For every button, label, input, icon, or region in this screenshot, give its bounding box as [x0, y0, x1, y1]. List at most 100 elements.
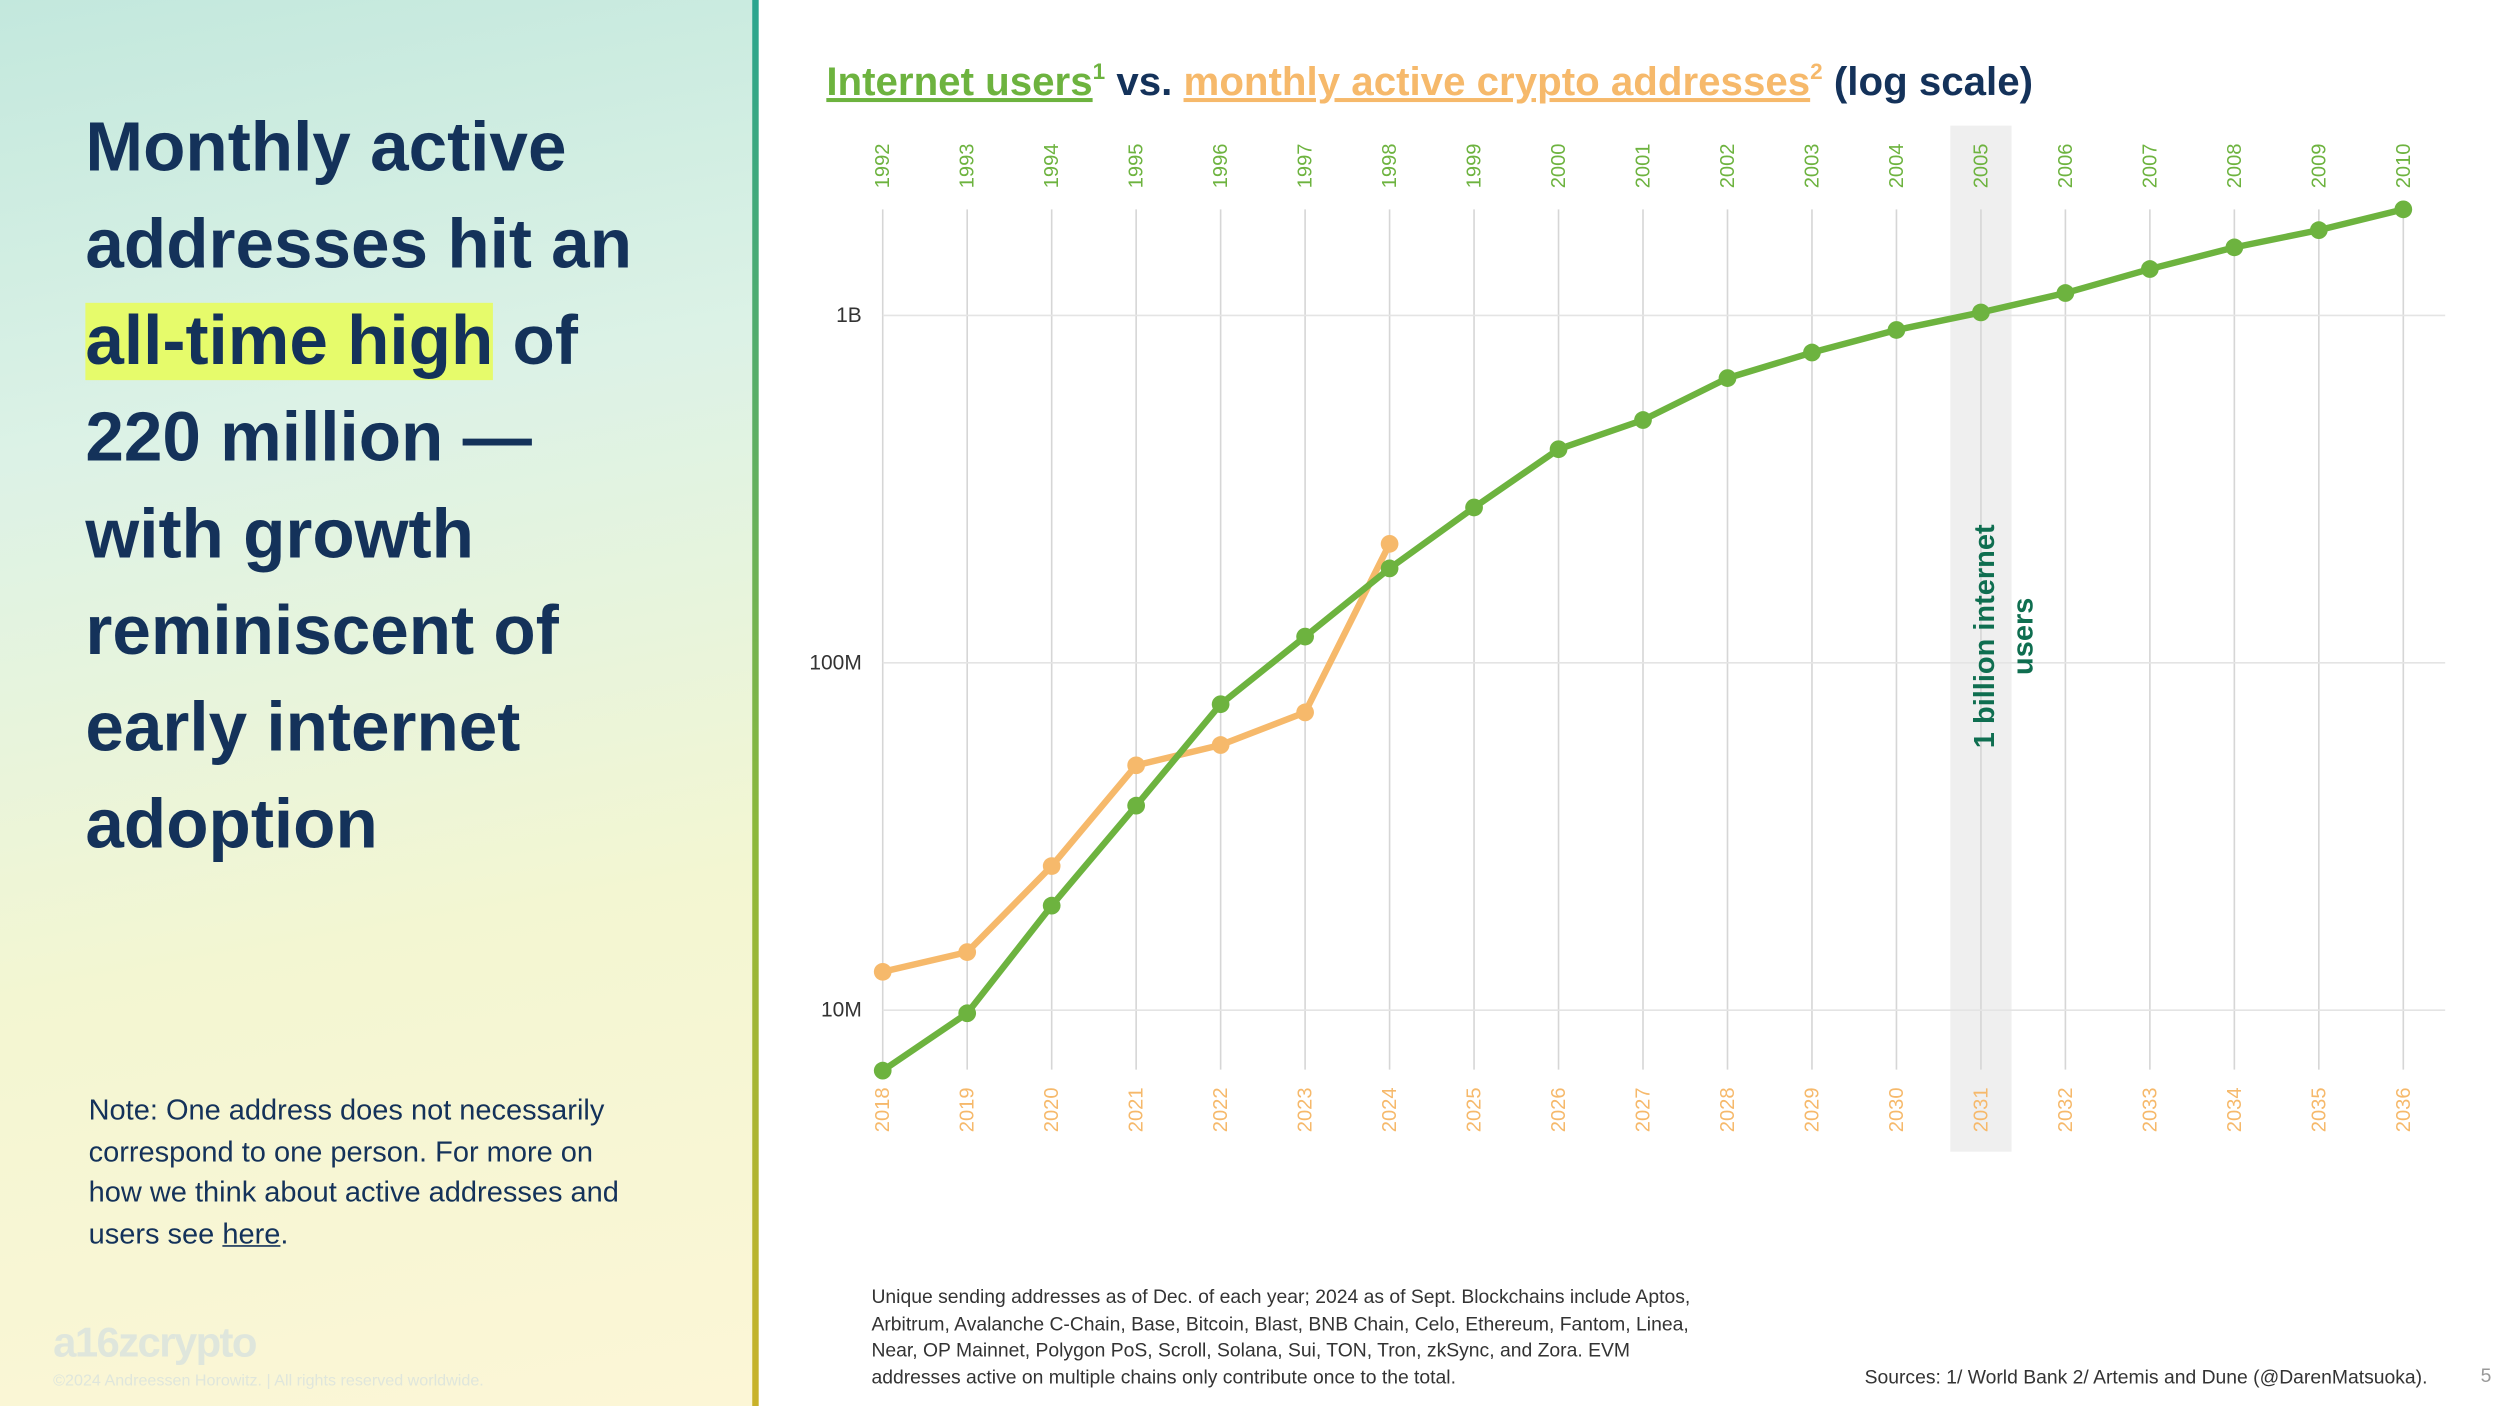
- title-part: Internet users: [826, 59, 1092, 104]
- data-point: [1211, 695, 1230, 714]
- x-tick-label-top: 2005: [1970, 144, 1992, 189]
- x-tick-label-bottom: 2032: [2055, 1087, 2077, 1132]
- data-point: [1972, 303, 1990, 322]
- data-point: [1296, 627, 1314, 646]
- data-point: [873, 1061, 892, 1080]
- x-tick-label-top: 1994: [1041, 144, 1063, 189]
- x-tick-label-bottom: 2026: [1548, 1087, 1570, 1132]
- data-point: [1296, 703, 1314, 722]
- note-end: .: [280, 1216, 289, 1250]
- data-point: [1549, 440, 1568, 459]
- data-point: [873, 962, 892, 981]
- sources: Sources: 1/ World Bank 2/ Artemis and Du…: [1864, 1365, 2428, 1389]
- x-tick-label-bottom: 2031: [1970, 1087, 1992, 1132]
- x-tick-label-top: 2004: [1886, 144, 1908, 189]
- data-point: [2309, 221, 2328, 239]
- x-tick-label-top: 2003: [1801, 144, 1823, 189]
- data-point: [1042, 896, 1061, 915]
- x-tick-label-bottom: 2035: [2308, 1087, 2330, 1132]
- note: Note: One address does not necessarily c…: [89, 1091, 645, 1255]
- annotation: users: [2007, 598, 2039, 675]
- chart-title: Internet users1 vs. monthly active crypt…: [826, 59, 2033, 104]
- x-tick-label-bottom: 2020: [1041, 1087, 1063, 1132]
- headline: Monthly active addresses hit an all-time…: [85, 100, 632, 873]
- headline-text: of: [512, 302, 578, 381]
- x-tick-label-bottom: 2019: [957, 1087, 979, 1132]
- y-tick-label: 100M: [809, 651, 861, 674]
- headline-line: with growth: [85, 496, 474, 574]
- x-tick-label-bottom: 2034: [2224, 1087, 2246, 1132]
- x-tick-label-bottom: 2023: [1295, 1087, 1317, 1132]
- headline-line: early internet: [85, 689, 521, 767]
- x-tick-label-bottom: 2030: [1886, 1087, 1908, 1132]
- headline-line: 220 million —: [85, 399, 532, 477]
- x-tick-label-bottom: 2033: [2139, 1087, 2161, 1132]
- x-tick-label-bottom: 2025: [1464, 1087, 1486, 1132]
- data-point: [1634, 411, 1652, 429]
- superscript: 2: [1810, 59, 1823, 84]
- x-tick-label-bottom: 2028: [1717, 1087, 1739, 1132]
- data-point: [1042, 857, 1061, 875]
- data-point: [1127, 756, 1146, 775]
- x-tick-label-bottom: 2027: [1632, 1087, 1654, 1132]
- headline-line: all-time high of: [85, 293, 632, 390]
- data-point: [1465, 498, 1483, 517]
- x-tick-label-top: 2007: [2139, 144, 2161, 189]
- data-point: [2056, 284, 2075, 302]
- x-tick-label-top: 1992: [872, 144, 894, 189]
- x-tick-label-bottom: 2022: [1210, 1087, 1232, 1132]
- footnote: Unique sending addresses as of Dec. of e…: [871, 1285, 1691, 1389]
- data-point: [1127, 796, 1146, 815]
- x-tick-label-bottom: 2024: [1379, 1087, 1401, 1132]
- x-tick-label-top: 2006: [2055, 144, 2077, 189]
- headline-line: adoption: [85, 786, 378, 864]
- data-point: [1718, 369, 1737, 387]
- data-point: [1211, 736, 1230, 754]
- logo: a16zcrypto: [53, 1317, 257, 1366]
- x-tick-label-bottom: 2018: [872, 1087, 894, 1132]
- x-tick-label-bottom: 2036: [2393, 1087, 2415, 1132]
- x-tick-label-top: 2001: [1632, 144, 1654, 189]
- data-point: [1887, 321, 1906, 339]
- x-tick-label-top: 1996: [1210, 144, 1232, 189]
- x-tick-label-top: 2008: [2224, 144, 2246, 189]
- x-tick-label-top: 2010: [2393, 144, 2415, 189]
- highlight: all-time high: [85, 302, 494, 381]
- x-tick-label-top: 1995: [1126, 144, 1148, 189]
- data-point: [2225, 238, 2244, 257]
- y-tick-label: 1B: [836, 304, 862, 327]
- headline-line: reminiscent of: [85, 592, 559, 671]
- data-point: [958, 943, 977, 961]
- x-tick-label-top: 1999: [1464, 144, 1486, 189]
- left-panel: [0, 0, 754, 1406]
- x-tick-label-bottom: 2021: [1126, 1087, 1148, 1132]
- link[interactable]: here: [222, 1216, 281, 1250]
- data-point: [1803, 343, 1821, 362]
- divider: [752, 0, 759, 1406]
- y-tick-label: 10M: [821, 999, 862, 1022]
- copyright: ©2024 Andreessen Horowitz. | All rights …: [53, 1372, 484, 1391]
- x-tick-label-bottom: 2029: [1801, 1087, 1823, 1132]
- title-part: (log scale): [1823, 59, 2033, 104]
- x-tick-label-top: 1993: [957, 144, 979, 189]
- x-tick-label-top: 2009: [2308, 144, 2330, 189]
- data-point: [1380, 535, 1399, 553]
- title-part: vs.: [1105, 59, 1183, 104]
- data-point: [2394, 200, 2413, 219]
- headline-line: Monthly active: [85, 109, 567, 187]
- data-point: [2141, 260, 2159, 278]
- x-tick-label-top: 1997: [1295, 144, 1317, 189]
- x-tick-label-top: 1998: [1379, 144, 1401, 189]
- annotation: 1 billion internet: [1969, 524, 2001, 748]
- data-point: [958, 1004, 977, 1023]
- superscript: 1: [1093, 59, 1106, 84]
- x-tick-label-top: 2002: [1717, 144, 1739, 189]
- title-part: monthly active crypto addresses: [1184, 59, 1811, 104]
- note-text: Note: One address does not necessarily c…: [88, 1093, 619, 1250]
- x-tick-label-top: 2000: [1548, 144, 1570, 189]
- headline-line: addresses hit an: [85, 206, 633, 284]
- data-point: [1380, 559, 1399, 578]
